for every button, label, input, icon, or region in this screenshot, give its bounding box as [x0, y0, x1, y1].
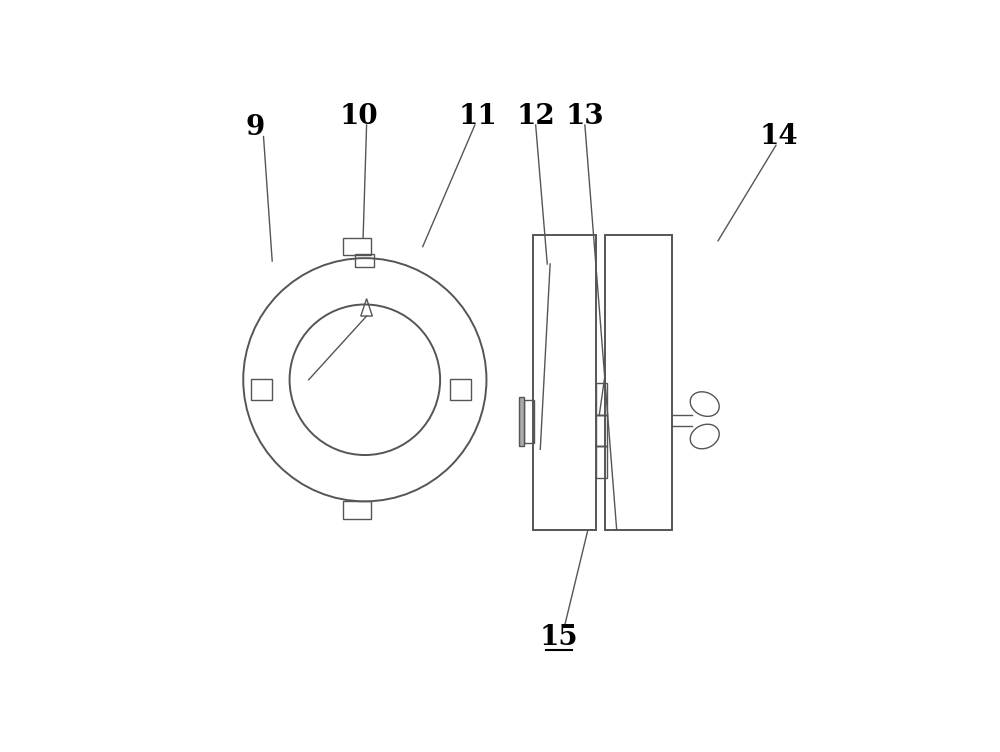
Text: 12: 12: [516, 103, 555, 130]
Text: 15: 15: [540, 624, 578, 651]
Bar: [355, 254, 374, 267]
Bar: [605, 235, 672, 530]
Bar: [343, 238, 371, 255]
Bar: [343, 502, 371, 519]
Bar: [450, 379, 471, 400]
Bar: [519, 397, 524, 447]
Text: 11: 11: [458, 103, 497, 130]
Text: 9: 9: [245, 114, 264, 141]
Bar: [533, 235, 596, 530]
Text: 13: 13: [566, 103, 604, 130]
Text: 14: 14: [760, 123, 798, 150]
Bar: [251, 379, 272, 400]
Bar: [524, 400, 534, 444]
Text: 10: 10: [340, 103, 378, 130]
Bar: [596, 383, 607, 414]
Bar: [596, 447, 607, 478]
Bar: [596, 414, 607, 447]
